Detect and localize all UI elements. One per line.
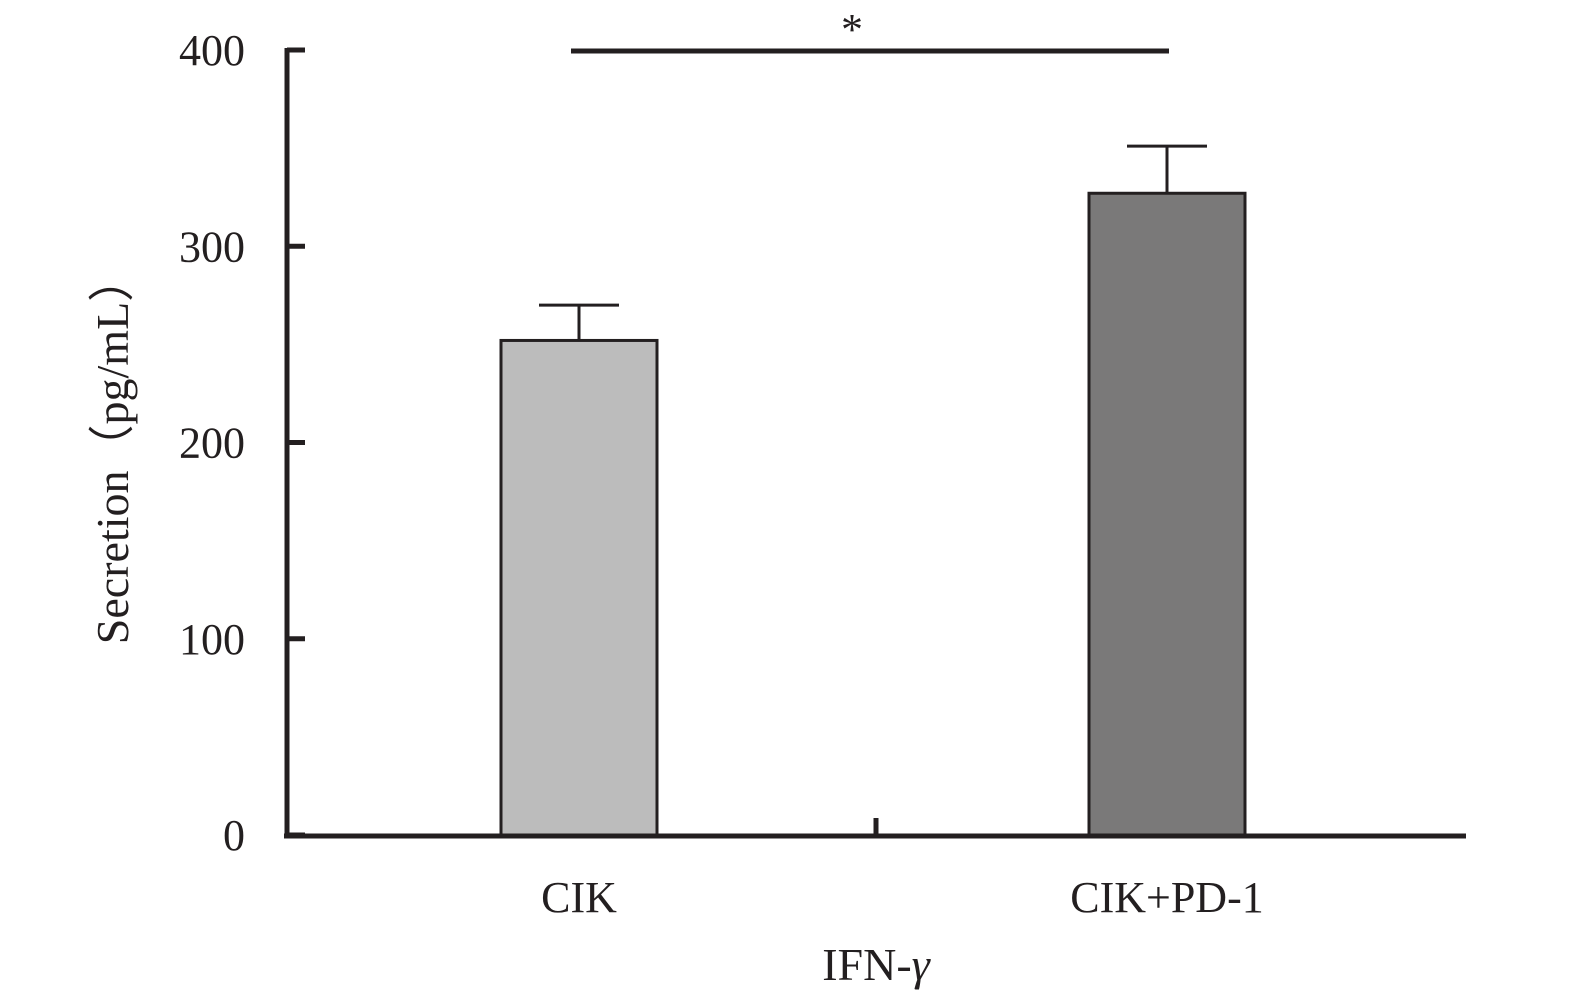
x-axis-title-symbol: γ	[912, 939, 932, 990]
y-ticks-layer: 0 100 200 300 400	[179, 26, 305, 860]
bar	[1087, 191, 1247, 837]
y-tick-label: 100	[179, 615, 245, 664]
x-axis-title: IFN-γ	[822, 939, 931, 990]
y-tick-label: 400	[179, 26, 245, 75]
bar	[499, 338, 659, 837]
x-tick-labels-layer: CIK CIK+PD-1	[541, 873, 1264, 922]
y-tick-label: 200	[179, 419, 245, 468]
x-tick-label: CIK+PD-1	[1070, 873, 1264, 922]
y-tick-label: 300	[179, 222, 245, 271]
significance-layer: *	[571, 5, 1169, 54]
axes-layer	[284, 48, 1466, 839]
bars-layer	[499, 191, 1247, 837]
x-tick-label: CIK	[541, 873, 617, 922]
y-axis-title: Secretion（pg/mL）	[87, 256, 138, 644]
x-axis-title-text: IFN-	[822, 939, 911, 990]
significance-label: *	[841, 5, 863, 54]
error-bars-layer	[539, 144, 1207, 341]
y-tick-label: 0	[223, 811, 245, 860]
